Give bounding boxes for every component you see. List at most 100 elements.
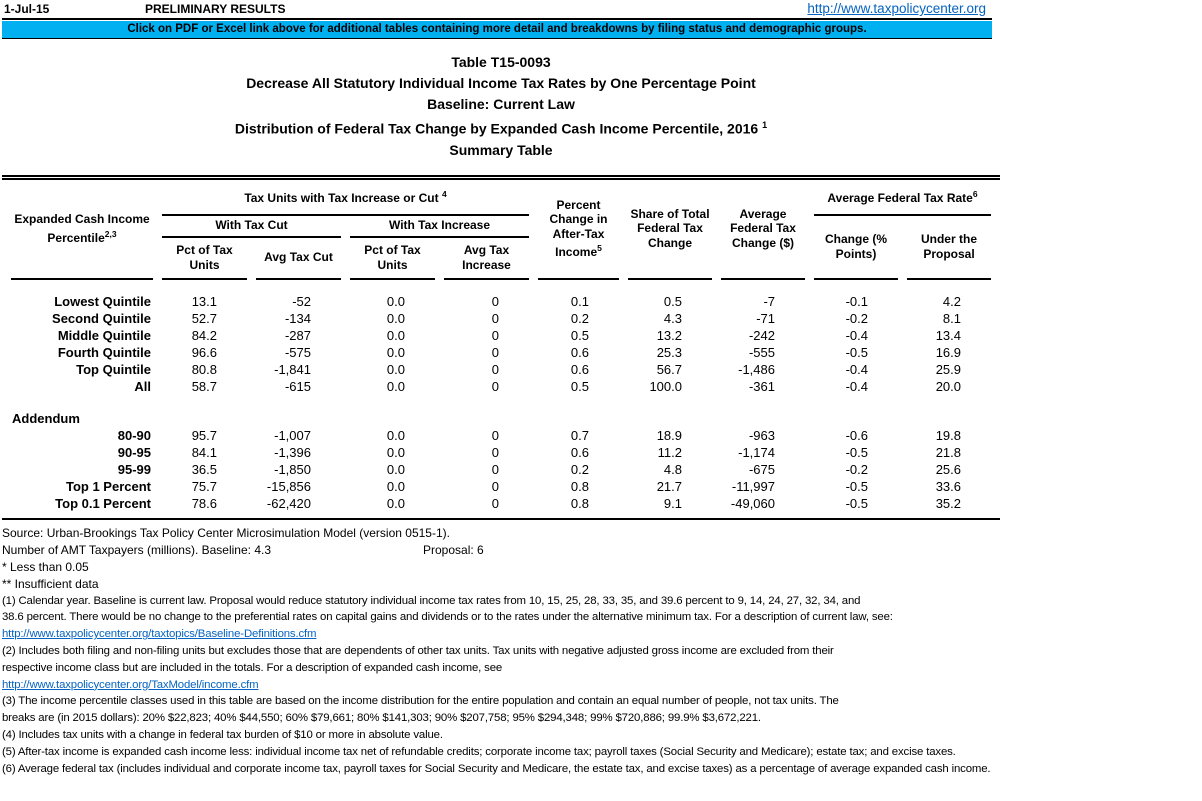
header-avg-federal-tax-rate-group: Average Federal Tax Rate6 xyxy=(814,180,991,216)
row-label: Top 1 Percent xyxy=(65,478,151,494)
cell: -49,060 xyxy=(730,495,775,511)
cell: -1,007 xyxy=(274,427,311,443)
amt-taxpayers-line: Number of AMT Taxpayers (millions). Base… xyxy=(2,542,484,557)
header-rate-change-points: Change (% Points) xyxy=(814,216,898,280)
cell: -0.5 xyxy=(845,478,868,494)
cell: 20.0 xyxy=(935,378,961,394)
table-row: 90-95 84.1 -1,396 0.0 0 0.6 11.2 -1,174 -0.5 21.8 xyxy=(11,444,991,461)
row-label: Lowest Quintile xyxy=(54,293,151,309)
table-header: Expanded Cash Income Percentile2,3 Tax U… xyxy=(11,180,991,280)
cell: 25.3 xyxy=(656,344,682,360)
cell: -0.2 xyxy=(845,461,868,477)
cell: 95.7 xyxy=(191,427,217,443)
section-row: Addendum xyxy=(11,410,991,427)
income-definition-link[interactable]: http://www.taxpolicycenter.org/TaxModel/… xyxy=(2,678,259,691)
cell: 0.5 xyxy=(663,293,682,309)
header-with-tax-cut: With Tax Cut xyxy=(162,216,341,238)
cell: 0 xyxy=(491,344,499,360)
footnote-ref-2-3: 2,3 xyxy=(104,228,117,239)
footnote-5: (5) After-tax income is expanded cash in… xyxy=(2,745,956,758)
spacer-cell xyxy=(11,395,991,410)
cell: -1,174 xyxy=(738,444,775,460)
cell: -575 xyxy=(284,344,311,360)
header-avg-tax-cut: Avg Tax Cut xyxy=(256,238,341,280)
baseline-title: Baseline: Current Law xyxy=(427,96,575,112)
footnote-ref-4: 4 xyxy=(441,189,447,200)
header-avg-federal-tax-change: Average Federal Tax Change ($) xyxy=(721,180,805,280)
footnote-1-line-2: 38.6 percent. There would be no change t… xyxy=(2,611,893,624)
cell xyxy=(907,410,991,427)
cell xyxy=(628,410,712,427)
cell: 80.8 xyxy=(191,361,217,377)
cell xyxy=(814,410,898,427)
cell: 58.7 xyxy=(191,378,217,394)
cell: -242 xyxy=(748,327,775,343)
cell: 4.3 xyxy=(663,310,682,326)
baseline-definitions-link[interactable]: http://www.taxpolicycenter.org/taxtopics… xyxy=(2,628,317,641)
cell: 0.0 xyxy=(386,344,405,360)
info-banner: Click on PDF or Excel link above for add… xyxy=(2,21,992,39)
cell: -0.5 xyxy=(845,495,868,511)
row-label: Middle Quintile xyxy=(57,327,151,343)
cell: 0.0 xyxy=(386,478,405,494)
header-tax-units-group: Tax Units with Tax Increase or Cut 4 xyxy=(162,180,529,216)
cell: 0.8 xyxy=(570,478,589,494)
table-row: Top Quintile 80.8 -1,841 0.0 0 0.6 56.7 -1,486 -… xyxy=(11,361,991,378)
table-row: Middle Quintile 84.2 -287 0.0 0 0.5 13.2 -242 -0… xyxy=(11,327,991,344)
cell: 21.8 xyxy=(935,444,961,460)
less-than-note: * Less than 0.05 xyxy=(2,559,89,574)
cell: 0.6 xyxy=(570,344,589,360)
cell: 84.2 xyxy=(191,327,217,343)
header-pct-change-after-tax-income: Percent Change in After-Tax Income5 xyxy=(538,180,619,280)
cell: 0 xyxy=(491,293,499,309)
source-line: Source: Urban-Brookings Tax Policy Cente… xyxy=(2,525,450,540)
table-row: Lowest Quintile 13.1 -52 0.0 0 0.1 0.5 -7 -0.1 4.… xyxy=(11,280,991,310)
table-row: Top 0.1 Percent 78.6 -62,420 0.0 0 0.8 9.1 -49,… xyxy=(11,495,991,518)
cell: 56.7 xyxy=(656,361,682,377)
header-expanded-cash-income: Expanded Cash Income Percentile2,3 xyxy=(11,180,153,280)
cell: 0.7 xyxy=(570,427,589,443)
cell: -11,997 xyxy=(731,478,775,494)
table-row: Fourth Quintile 96.6 -575 0.0 0 0.6 25.3 -555 -0… xyxy=(11,344,991,361)
cell: -0.1 xyxy=(845,293,868,309)
cell: -675 xyxy=(748,461,775,477)
footnote-ref-6: 6 xyxy=(972,189,978,200)
taxpolicycenter-link[interactable]: http://www.taxpolicycenter.org xyxy=(807,1,986,16)
cell: 78.6 xyxy=(191,495,217,511)
row-label: Second Quintile xyxy=(52,310,151,326)
cell: 0.0 xyxy=(386,293,405,309)
cell: 8.1 xyxy=(942,310,961,326)
cell: 75.7 xyxy=(191,478,217,494)
row-label: Fourth Quintile xyxy=(57,344,151,360)
cell: 4.8 xyxy=(663,461,682,477)
row-label: Top 0.1 Percent xyxy=(55,495,151,511)
preliminary-results-label: PRELIMINARY RESULTS xyxy=(145,2,286,16)
cell xyxy=(162,410,247,427)
cell xyxy=(538,410,619,427)
footnote-2-line-2: respective income class but are included… xyxy=(2,661,503,674)
cell: 25.6 xyxy=(935,461,961,477)
cell: 0 xyxy=(491,495,499,511)
cell: 0 xyxy=(491,378,499,394)
cell: 0.0 xyxy=(386,461,405,477)
cell: -0.2 xyxy=(845,310,868,326)
cell: -1,486 xyxy=(738,361,775,377)
cell: 0 xyxy=(491,361,499,377)
cell: -7 xyxy=(763,293,775,309)
header-avg-tax-increase: Avg Tax Increase xyxy=(444,238,529,280)
footnote-3-line-1: (3) The income percentile classes used i… xyxy=(2,695,839,708)
cell: -0.4 xyxy=(845,327,868,343)
header-with-tax-increase: With Tax Increase xyxy=(350,216,529,238)
cell: 0 xyxy=(491,327,499,343)
cell: -555 xyxy=(748,344,775,360)
cell: 36.5 xyxy=(191,461,217,477)
title-block: Table T15-0093 Decrease All Statutory In… xyxy=(2,52,1000,161)
row-label: 95-99 xyxy=(117,461,151,477)
table-number-title: Table T15-0093 xyxy=(451,54,551,70)
cell xyxy=(721,410,805,427)
cell: 100.0 xyxy=(649,378,682,394)
cell: -52 xyxy=(292,293,311,309)
cell: 0.0 xyxy=(386,378,405,394)
cell: -71 xyxy=(756,310,775,326)
row-label: 90-95 xyxy=(117,444,151,460)
